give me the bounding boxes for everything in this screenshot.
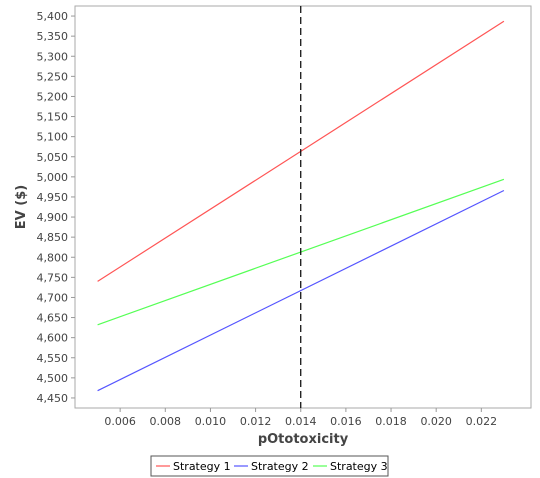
x-axis: 0.006 0.008 0.010 0.012 0.014 0.016 0.018 0.020… xyxy=(104,408,497,428)
x-tick-label: 0.010 xyxy=(195,415,227,428)
y-tick-label: 5,300 xyxy=(37,50,69,63)
y-tick-label: 5,150 xyxy=(37,111,69,124)
legend-label-2: Strategy 2 xyxy=(251,460,309,473)
x-axis-title: pOtotoxicity xyxy=(258,432,349,447)
legend-label-1: Strategy 1 xyxy=(173,460,231,473)
x-tick-label: 0.022 xyxy=(466,415,498,428)
y-tick-label: 5,350 xyxy=(37,30,69,43)
x-tick-label: 0.018 xyxy=(375,415,407,428)
series-line-2 xyxy=(97,189,505,392)
y-tick-label: 4,500 xyxy=(37,372,69,385)
x-tick-label: 0.016 xyxy=(330,415,362,428)
y-tick-label: 5,100 xyxy=(37,131,69,144)
y-tick-label: 5,200 xyxy=(37,90,69,103)
legend: Strategy 1 Strategy 2 Strategy 3 xyxy=(150,455,389,477)
x-tick-label: 0.014 xyxy=(285,415,317,428)
y-tick-label: 5,250 xyxy=(37,70,69,83)
plot-area xyxy=(74,5,532,409)
y-tick-label: 5,000 xyxy=(37,171,69,184)
y-tick-label: 4,600 xyxy=(37,332,69,345)
y-tick-label: 4,900 xyxy=(37,211,69,224)
legend-box xyxy=(150,455,389,477)
x-tick-label: 0.008 xyxy=(150,415,182,428)
y-tick-label: 4,750 xyxy=(37,271,69,284)
y-tick-label: 4,850 xyxy=(37,231,69,244)
x-tick-label: 0.012 xyxy=(240,415,272,428)
y-tick-label: 4,650 xyxy=(37,312,69,325)
y-tick-label: 4,800 xyxy=(37,251,69,264)
y-axis-title: EV ($) xyxy=(14,185,29,229)
y-tick-label: 4,550 xyxy=(37,352,69,365)
y-tick-label: 4,950 xyxy=(37,191,69,204)
legend-label-3: Strategy 3 xyxy=(330,460,388,473)
y-tick-label: 5,050 xyxy=(37,151,69,164)
y-tick-label: 4,450 xyxy=(37,392,69,405)
y-tick-label: 4,700 xyxy=(37,291,69,304)
x-tick-label: 0.020 xyxy=(420,415,452,428)
x-tick-label: 0.006 xyxy=(104,415,136,428)
y-axis: 4,450 4,500 4,550 4,600 4,650 4,700 4,750 4,800… xyxy=(37,10,75,405)
y-tick-label: 5,400 xyxy=(37,10,69,23)
